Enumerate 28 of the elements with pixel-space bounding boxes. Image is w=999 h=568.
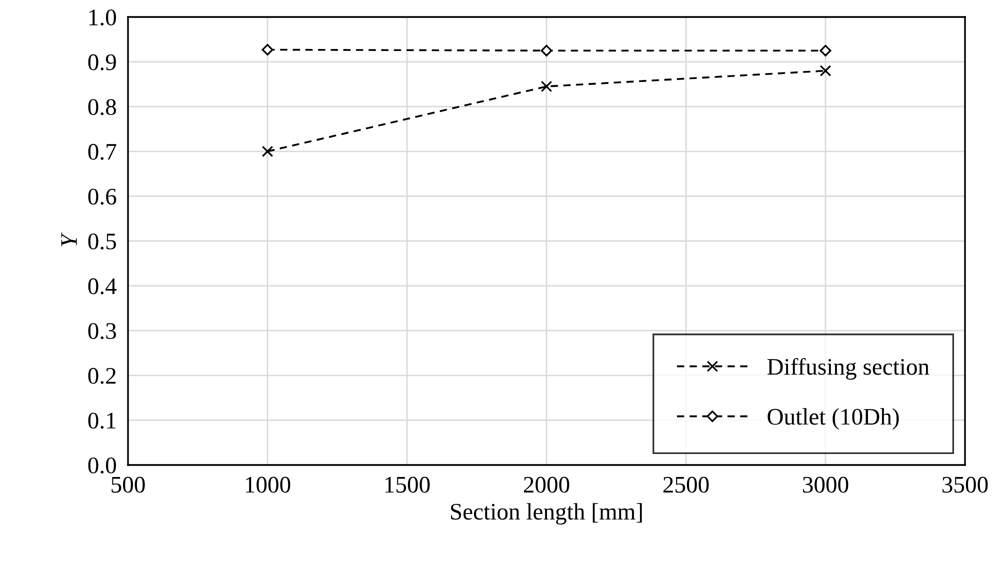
- y-tick-label: 0.3: [88, 323, 116, 340]
- x-tick-label: 3000: [803, 476, 848, 493]
- x-tick-label: 2500: [663, 476, 709, 493]
- y-axis-title: Y: [61, 232, 77, 246]
- point: [820, 65, 832, 76]
- legend-label: Outlet (10Dh): [768, 408, 899, 430]
- legend-label: Diffusing section: [767, 358, 930, 380]
- x-tick-label: 3500: [942, 476, 988, 493]
- point: [540, 80, 552, 92]
- y-tick-label: 0.1: [88, 412, 116, 429]
- y-tick-label: 0.5: [88, 233, 116, 250]
- y-tick-label: 0.0: [88, 457, 116, 474]
- point: [262, 146, 274, 158]
- point: [820, 44, 832, 56]
- y-tick-label: 0.9: [88, 54, 116, 70]
- point: [540, 44, 552, 56]
- y-tick-label: 0.6: [88, 188, 116, 205]
- y-tick-label: 0.2: [88, 368, 116, 384]
- point: [262, 44, 274, 56]
- x-tick-label: 1000: [246, 476, 290, 493]
- y-tick-label: 0.4: [88, 278, 117, 294]
- x-tick-label: 2000: [524, 476, 570, 493]
- y-tick-label: 0.8: [88, 99, 116, 116]
- y-tick-label: 1.0: [89, 9, 116, 26]
- x-axis-title: Section length [mm]: [451, 503, 642, 525]
- y-tick-label: 0.7: [88, 144, 116, 160]
- x-tick-label: 500: [112, 476, 145, 493]
- x-tick-label: 1500: [385, 476, 430, 493]
